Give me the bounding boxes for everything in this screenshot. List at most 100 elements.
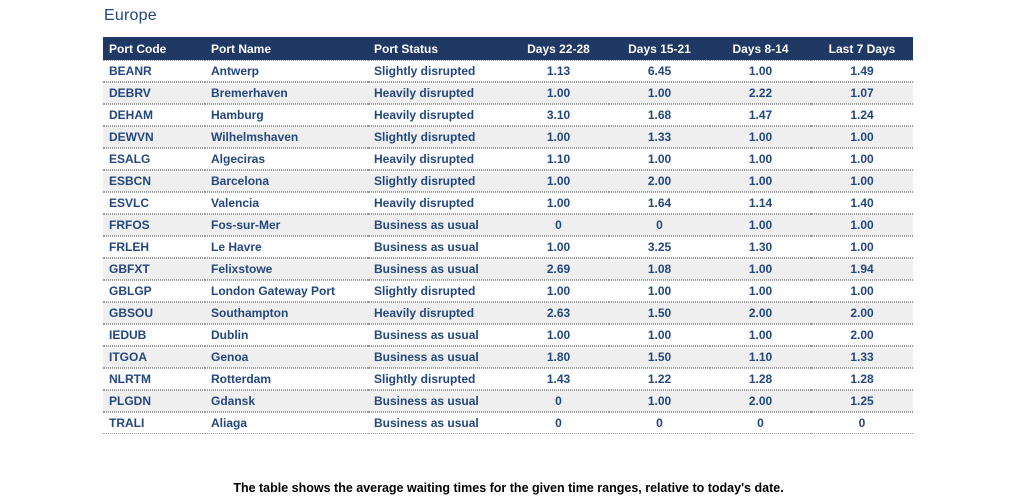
cell-port-code: TRALI [103,412,205,434]
cell-port-code: GBFXT [103,258,205,280]
cell-days-8-14: 1.00 [710,126,811,148]
cell-last-7-days: 1.00 [811,148,913,170]
table-row: DEWVN Wilhelmshaven Slightly disrupted 1.00… [103,126,913,148]
cell-last-7-days: 1.00 [811,280,913,302]
cell-last-7-days: 1.40 [811,192,913,214]
cell-port-code: PLGDN [103,390,205,412]
cell-days-8-14: 2.00 [710,302,811,324]
cell-days-8-14: 1.14 [710,192,811,214]
cell-port-status: Slightly disrupted [368,60,508,82]
cell-port-name: Wilhelmshaven [205,126,368,148]
cell-port-name: Fos-sur-Mer [205,214,368,236]
table-row: GBSOU Southampton Heavily disrupted 2.63 1.5… [103,302,913,324]
cell-days-15-21: 0 [609,412,710,434]
cell-port-name: Hamburg [205,104,368,126]
cell-days-22-28: 0 [508,390,609,412]
cell-port-name: Antwerp [205,60,368,82]
cell-port-status: Business as usual [368,236,508,258]
cell-port-name: Aliaga [205,412,368,434]
cell-days-8-14: 1.47 [710,104,811,126]
cell-days-22-28: 1.00 [508,280,609,302]
cell-port-name: Southampton [205,302,368,324]
cell-days-22-28: 1.00 [508,324,609,346]
cell-port-name: Gdansk [205,390,368,412]
cell-port-code: DEWVN [103,126,205,148]
cell-port-status: Slightly disrupted [368,368,508,390]
cell-port-status: Business as usual [368,390,508,412]
cell-last-7-days: 2.00 [811,302,913,324]
cell-last-7-days: 1.00 [811,126,913,148]
table-row: GBFXT Felixstowe Business as usual 2.69 1.08… [103,258,913,280]
cell-port-code: FRLEH [103,236,205,258]
cell-days-22-28: 0 [508,214,609,236]
cell-port-code: ITGOA [103,346,205,368]
cell-port-status: Slightly disrupted [368,280,508,302]
cell-port-name: London Gateway Port [205,280,368,302]
table-row: FRFOS Fos-sur-Mer Business as usual 0 0 1.00 1… [103,214,913,236]
cell-days-15-21: 0 [609,214,710,236]
cell-port-code: NLRTM [103,368,205,390]
cell-port-code: IEDUB [103,324,205,346]
cell-days-15-21: 2.00 [609,170,710,192]
cell-days-8-14: 2.00 [710,390,811,412]
cell-days-22-28: 3.10 [508,104,609,126]
cell-days-8-14: 1.00 [710,324,811,346]
cell-last-7-days: 1.25 [811,390,913,412]
cell-port-code: GBLGP [103,280,205,302]
column-header-days-8-14: Days 8-14 [710,37,811,60]
cell-days-15-21: 1.33 [609,126,710,148]
cell-days-22-28: 2.63 [508,302,609,324]
cell-days-8-14: 1.00 [710,258,811,280]
table-row: DEHAM Hamburg Heavily disrupted 3.10 1.68 1.4… [103,104,913,126]
table-header: Port Code Port Name Port Status Days 22-28 D… [103,37,913,60]
cell-days-22-28: 2.69 [508,258,609,280]
cell-port-status: Business as usual [368,324,508,346]
cell-port-code: GBSOU [103,302,205,324]
cell-last-7-days: 1.00 [811,170,913,192]
cell-last-7-days: 1.28 [811,368,913,390]
cell-days-22-28: 1.10 [508,148,609,170]
cell-port-status: Heavily disrupted [368,302,508,324]
column-header-last-7-days: Last 7 Days [811,37,913,60]
cell-port-code: BEANR [103,60,205,82]
cell-days-22-28: 1.13 [508,60,609,82]
column-header-port-code: Port Code [103,37,205,60]
cell-days-8-14: 1.10 [710,346,811,368]
cell-port-name: Algeciras [205,148,368,170]
cell-days-22-28: 1.43 [508,368,609,390]
cell-port-status: Heavily disrupted [368,192,508,214]
cell-days-22-28: 1.00 [508,236,609,258]
table-row: IEDUB Dublin Business as usual 1.00 1.00 1.00… [103,324,913,346]
cell-days-22-28: 1.80 [508,346,609,368]
cell-last-7-days: 1.94 [811,258,913,280]
table-row: ESALG Algeciras Heavily disrupted 1.10 1.00 1… [103,148,913,170]
cell-days-15-21: 1.00 [609,390,710,412]
cell-days-22-28: 1.00 [508,126,609,148]
table-row: BEANR Antwerp Slightly disrupted 1.13 6.45 1.… [103,60,913,82]
cell-port-code: DEBRV [103,82,205,104]
cell-days-15-21: 1.00 [609,324,710,346]
cell-days-8-14: 1.28 [710,368,811,390]
cell-days-8-14: 2.22 [710,82,811,104]
column-header-port-name: Port Name [205,37,368,60]
table-row: DEBRV Bremerhaven Heavily disrupted 1.00 1.0… [103,82,913,104]
cell-days-8-14: 1.00 [710,148,811,170]
cell-last-7-days: 1.00 [811,214,913,236]
cell-port-code: FRFOS [103,214,205,236]
cell-days-15-21: 1.50 [609,346,710,368]
cell-days-15-21: 1.64 [609,192,710,214]
cell-days-15-21: 1.50 [609,302,710,324]
cell-days-15-21: 1.68 [609,104,710,126]
column-header-port-status: Port Status [368,37,508,60]
cell-port-code: DEHAM [103,104,205,126]
table-body: BEANR Antwerp Slightly disrupted 1.13 6.45 1.… [103,60,913,434]
table-row: ESVLC Valencia Heavily disrupted 1.00 1.64 1.… [103,192,913,214]
cell-port-status: Heavily disrupted [368,82,508,104]
cell-port-status: Business as usual [368,214,508,236]
cell-days-8-14: 1.00 [710,170,811,192]
cell-port-status: Slightly disrupted [368,170,508,192]
cell-port-status: Slightly disrupted [368,126,508,148]
cell-days-15-21: 1.00 [609,280,710,302]
cell-port-status: Heavily disrupted [368,148,508,170]
cell-port-code: ESALG [103,148,205,170]
